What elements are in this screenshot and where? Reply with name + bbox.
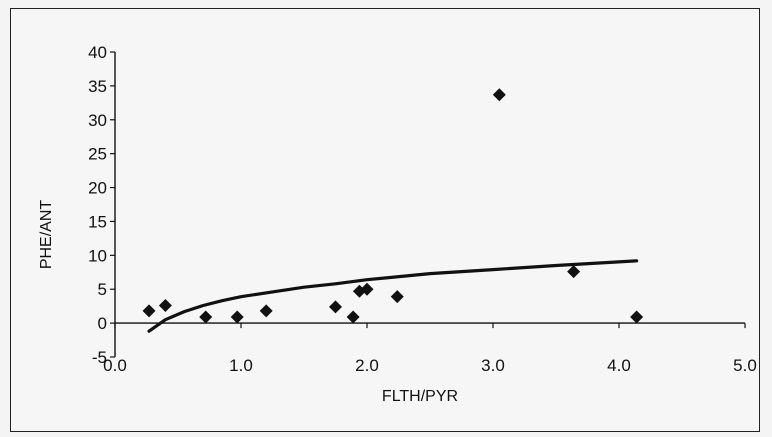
x-tick-label: 4.0 [607,356,631,375]
data-point [567,265,581,279]
scatter-chart: -5 0 5 10 15 20 25 30 35 40 0.0 1.0 2.0 3.0 4.0 5.0 FLT… [38,43,757,405]
y-tick-label: 15 [88,212,107,231]
y-tick-label: 40 [88,43,107,62]
tick-labels: -5 0 5 10 15 20 25 30 35 40 0.0 1.0 2.0 3.0 4.0 5.0 [88,43,757,375]
y-tick-label: -5 [92,348,107,367]
x-axis-label: FLTH/PYR [382,388,458,405]
data-point [492,88,506,102]
y-tick-label: 30 [88,111,107,130]
data-point [158,298,172,312]
y-tick-label: 25 [88,145,107,164]
points-layer [142,88,644,324]
trendline-layer [147,259,639,333]
data-point [142,304,156,318]
data-point [360,282,374,296]
x-tick-label: 0.0 [103,356,127,375]
y-axis-label: PHE/ANT [38,200,55,270]
data-point [346,310,360,324]
data-point [630,310,644,324]
data-point [390,290,404,304]
y-tick-label: 5 [98,280,107,299]
data-point [329,300,342,314]
trendline [147,259,639,333]
x-tick-label: 2.0 [355,356,379,375]
x-tick-label: 3.0 [481,356,505,375]
y-tick-label: 10 [88,246,107,265]
data-point [230,310,244,324]
y-tick-label: 35 [88,77,107,96]
x-tick-label: 5.0 [733,356,757,375]
y-tick-label: 20 [88,179,107,198]
x-tick-label: 1.0 [229,356,253,375]
axes [110,51,746,358]
data-point [259,304,273,318]
chart-frame: -5 0 5 10 15 20 25 30 35 40 0.0 1.0 2.0 3.0 4.0 5.0 FLT… [10,8,760,432]
data-point [199,310,213,324]
y-tick-label: 0 [98,314,107,333]
